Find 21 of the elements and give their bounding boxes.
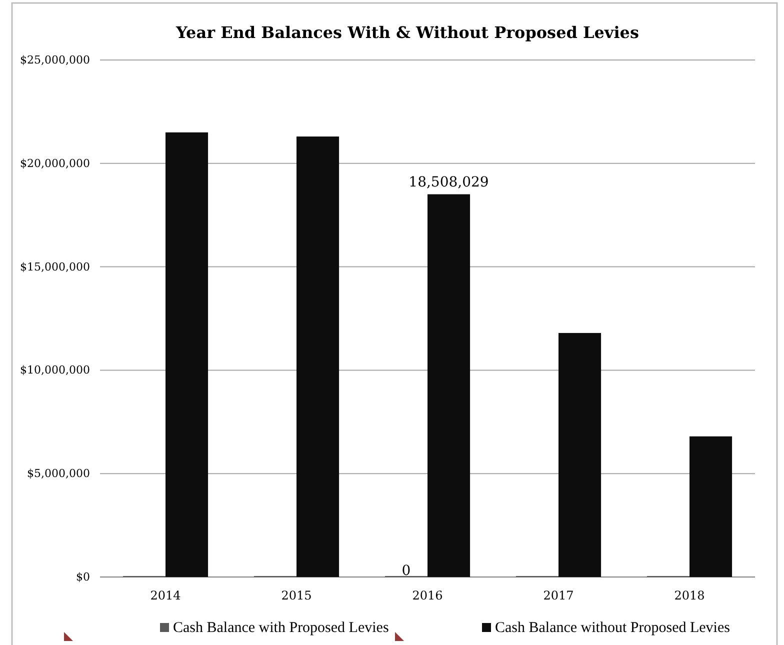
- bar: [296, 136, 340, 577]
- legend-label: Cash Balance without Proposed Levies: [495, 620, 730, 636]
- bar: [690, 436, 732, 577]
- legend-label: Cash Balance with Proposed Levies: [173, 620, 389, 636]
- data-label: 18,508,029: [408, 174, 489, 190]
- x-tick-label: 2016: [412, 588, 443, 603]
- y-tick-label: $0: [76, 570, 90, 584]
- data-label: 0: [402, 563, 411, 579]
- bar: [428, 194, 470, 577]
- bar: [166, 132, 208, 577]
- y-tick-label: $25,000,000: [20, 54, 90, 67]
- x-tick-label: 2017: [543, 588, 574, 603]
- bar: [558, 332, 602, 577]
- chart-title: Year End Balances With & Without Proposed Levies: [175, 23, 639, 42]
- y-tick-label: $10,000,000: [20, 364, 90, 377]
- x-tick-label: 2018: [674, 588, 705, 603]
- y-tick-label: $15,000,000: [20, 260, 90, 274]
- x-tick-label: 2015: [281, 588, 312, 603]
- x-tick-label: 2014: [150, 588, 182, 603]
- y-tick-label: $20,000,000: [20, 156, 90, 170]
- y-tick-label: $5,000,000: [27, 467, 90, 480]
